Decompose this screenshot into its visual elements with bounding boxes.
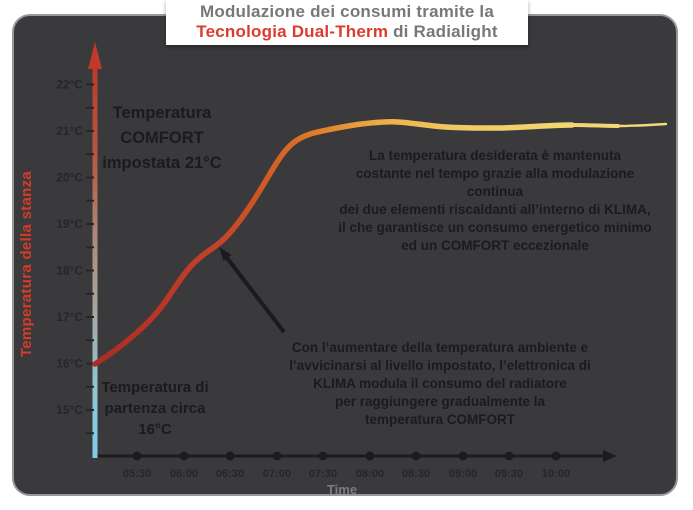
x-tick-label: 10:00 bbox=[542, 468, 570, 480]
x-tick-label: 06:30 bbox=[216, 468, 244, 480]
callout-arrow-icon bbox=[219, 247, 286, 334]
x-tick-label: 06:00 bbox=[170, 468, 198, 480]
temperature-curve bbox=[92, 119, 668, 367]
annotation-steady-state: La temperatura desiderata è mantenuta co… bbox=[334, 147, 656, 255]
chart-title-accent: Tecnologia Dual-Therm bbox=[196, 22, 389, 41]
annotation-start-line: partenza circa bbox=[104, 400, 206, 417]
curve-tail bbox=[616, 122, 668, 128]
paragraph-line: l’avvicinarsi al livello impostato, l’el… bbox=[289, 358, 591, 373]
y-axis: 22°C 21°C 20°C 19°C 18°C 17°C 16°C 15°C bbox=[56, 42, 102, 458]
chart-title-tail: di Radialight bbox=[388, 22, 498, 41]
x-tick-label: 05:30 bbox=[123, 468, 151, 480]
x-tick-label: 08:30 bbox=[402, 468, 430, 480]
x-tick-labels: 05:30 06:00 06:30 07:00 07:30 08:00 08:3… bbox=[123, 468, 570, 480]
annotation-comfort-line: Temperatura bbox=[112, 104, 212, 122]
y-tick-label: 19°C bbox=[56, 217, 83, 231]
paragraph-line: KLIMA modula il consumo del radiatore bbox=[313, 376, 567, 391]
y-tick-labels: 22°C 21°C 20°C 19°C 18°C 17°C 16°C 15°C bbox=[56, 78, 83, 418]
x-tick-label: 09:00 bbox=[449, 468, 477, 480]
y-tick-label: 17°C bbox=[56, 310, 83, 324]
chart-title-line2: Tecnologia Dual-Therm di Radialight bbox=[166, 22, 528, 42]
y-tick-label: 16°C bbox=[56, 357, 83, 371]
paragraph-line: costante nel tempo grazie alla modulazio… bbox=[355, 166, 635, 199]
x-axis-title: Time bbox=[327, 482, 357, 497]
annotation-comfort: Temperatura COMFORT impostata 21°C bbox=[72, 101, 252, 176]
annotation-modulation: Con l’aumentare della temperatura ambien… bbox=[289, 339, 591, 429]
curve-main bbox=[92, 119, 575, 367]
x-tick-label: 08:00 bbox=[356, 468, 384, 480]
x-axis-arrow-icon bbox=[603, 450, 617, 462]
y-axis-arrow-icon bbox=[88, 42, 102, 69]
annotation-comfort-line: COMFORT bbox=[120, 129, 204, 147]
paragraph-line: dei due elementi riscaldanti all’interno… bbox=[339, 202, 651, 217]
chart-title-line1: Modulazione dei consumi tramite la bbox=[200, 2, 494, 21]
x-axis: 05:30 06:00 06:30 07:00 07:30 08:00 08:3… bbox=[95, 450, 617, 497]
y-tick-label: 15°C bbox=[56, 403, 83, 417]
paragraph-line: La temperatura desiderata è mantenuta bbox=[368, 148, 622, 163]
y-axis-title: Temperatura della stanza bbox=[18, 170, 35, 358]
annotation-start-line: 16°C bbox=[138, 421, 172, 438]
x-tick-label: 09:30 bbox=[495, 468, 523, 480]
x-axis-dots bbox=[132, 451, 561, 461]
y-tick-label: 21°C bbox=[56, 124, 83, 138]
paragraph-line: per raggiungere gradualmente la bbox=[334, 394, 546, 409]
y-tick-label: 20°C bbox=[56, 171, 83, 185]
paragraph-line: Con l’aumentare della temperatura ambien… bbox=[291, 340, 589, 355]
annotation-start-temperature: Temperatura di partenza circa 16°C bbox=[70, 377, 240, 440]
y-tick-label: 22°C bbox=[56, 78, 83, 92]
x-tick-label: 07:00 bbox=[263, 468, 291, 480]
curve-taper bbox=[570, 123, 620, 128]
y-tick-label: 18°C bbox=[56, 264, 83, 278]
annotation-start-line: Temperatura di bbox=[101, 379, 209, 396]
paragraph-line: il che garantisce un consumo energetico … bbox=[338, 220, 652, 235]
paragraph-line: temperatura COMFORT bbox=[364, 412, 516, 427]
x-tick-label: 07:30 bbox=[309, 468, 337, 480]
chart-title-box: Modulazione dei consumi tramite la Tecno… bbox=[166, 0, 528, 45]
chart-panel bbox=[12, 14, 678, 496]
paragraph-line: ed un COMFORT eccezionale bbox=[401, 238, 589, 253]
annotation-comfort-line: impostata 21°C bbox=[102, 154, 222, 172]
